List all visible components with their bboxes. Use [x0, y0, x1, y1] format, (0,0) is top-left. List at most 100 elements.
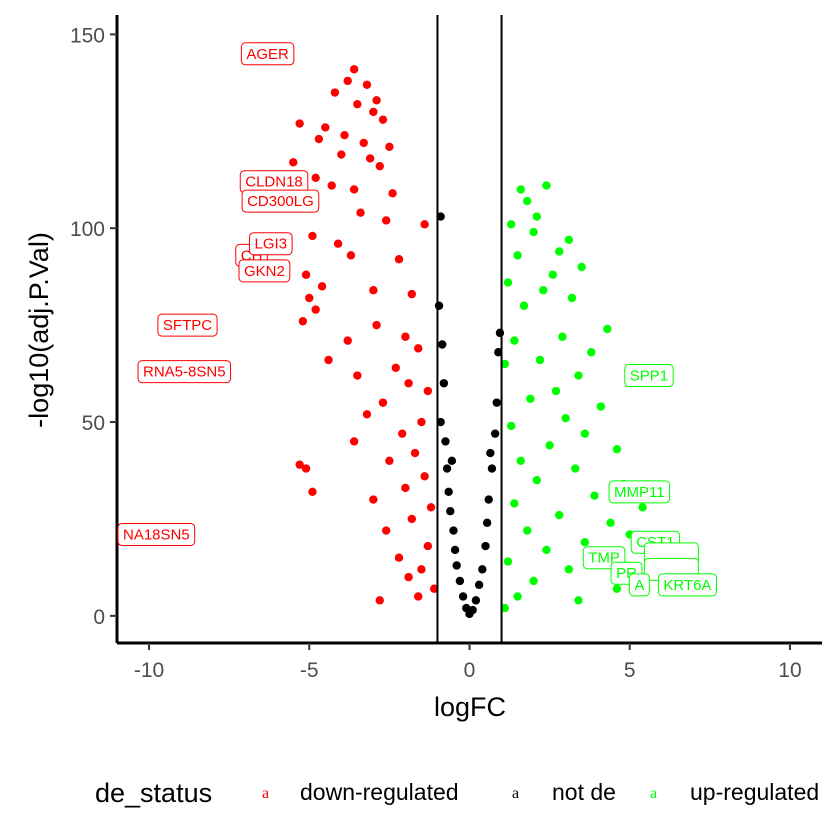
point-down-regulated — [356, 208, 365, 217]
point-down-regulated — [308, 487, 317, 497]
gene-label-text: MMP11 — [614, 484, 665, 501]
point-down-regulated — [378, 398, 388, 407]
point-not-de — [492, 398, 501, 407]
point-up-regulated — [516, 456, 525, 466]
point-down-regulated — [353, 99, 362, 109]
point-up-regulated — [558, 332, 567, 341]
point-down-regulated — [289, 158, 298, 167]
point-down-regulated — [321, 123, 330, 132]
point-up-regulated — [577, 262, 586, 272]
point-not-de — [441, 437, 450, 446]
point-down-regulated — [407, 289, 417, 299]
point-down-regulated — [398, 429, 407, 438]
point-up-regulated — [551, 386, 561, 396]
legend-label: up-regulated — [690, 779, 819, 805]
point-up-regulated — [587, 348, 596, 357]
point-down-regulated — [423, 386, 433, 396]
gene-label-text: CLDN18 — [245, 174, 303, 191]
point-not-de — [474, 580, 484, 590]
legend: de_status a down-regulated a not de a up-regu… — [95, 778, 819, 808]
point-up-regulated — [532, 212, 541, 221]
point-up-regulated — [510, 336, 519, 345]
gene-label: SPP1 — [624, 364, 674, 388]
point-down-regulated — [353, 371, 362, 380]
point-down-regulated — [298, 317, 308, 326]
gene-label: LGI3 — [249, 232, 293, 256]
threshold-lines — [436, 15, 503, 643]
point-down-regulated — [308, 231, 317, 241]
gene-label: KRT6A — [657, 573, 717, 597]
x-axis-title: logFC — [434, 692, 506, 722]
point-down-regulated — [381, 216, 391, 225]
legend-key: a — [262, 785, 269, 802]
point-down-regulated — [417, 417, 426, 427]
point-up-regulated — [506, 421, 516, 431]
point-down-regulated — [381, 526, 391, 535]
point-not-de — [484, 495, 493, 504]
point-up-regulated — [580, 429, 590, 438]
gene-label-text: AGER — [246, 46, 289, 63]
point-down-regulated — [420, 220, 429, 229]
point-up-regulated — [510, 499, 519, 508]
point-up-regulated — [513, 251, 522, 260]
point-up-regulated — [522, 196, 532, 206]
point-up-regulated — [612, 584, 622, 593]
legend-label: not de — [552, 779, 616, 805]
point-down-regulated — [369, 495, 378, 504]
gene-label: MMP11 — [608, 480, 671, 504]
point-not-de — [471, 596, 481, 605]
legend-title: de_status — [95, 778, 212, 808]
gene-label-box — [137, 360, 232, 384]
point-down-regulated — [365, 154, 375, 163]
gene-label-text: NA18SN5 — [123, 526, 190, 543]
y-axis-title: -log10(adj.P.Val) — [24, 232, 54, 428]
axes — [115, 15, 822, 645]
point-not-de — [436, 212, 445, 221]
point-up-regulated — [590, 491, 599, 500]
point-up-regulated — [567, 293, 577, 303]
gene-label-text: RNA5-8SN5 — [143, 364, 226, 381]
point-down-regulated — [295, 460, 304, 469]
point-not-de — [495, 328, 505, 338]
point-up-regulated — [564, 235, 574, 245]
point-not-de — [486, 448, 495, 458]
point-down-regulated — [295, 119, 304, 128]
point-down-regulated — [324, 355, 333, 365]
x-tick-label: 10 — [778, 659, 801, 682]
point-down-regulated — [337, 150, 346, 159]
point-not-de — [482, 518, 492, 528]
point-not-de — [444, 487, 453, 497]
point-down-regulated — [330, 88, 340, 97]
point-up-regulated — [548, 270, 558, 279]
point-not-de — [455, 576, 465, 586]
point-down-regulated — [333, 239, 343, 248]
point-up-regulated — [516, 185, 525, 194]
gene-label-box — [628, 573, 650, 597]
point-down-regulated — [317, 282, 327, 291]
point-not-de — [438, 340, 447, 349]
point-up-regulated — [529, 576, 538, 586]
y-tick-label: 150 — [70, 24, 105, 47]
point-down-regulated — [394, 255, 404, 264]
gene-label: NA18SN5 — [117, 522, 196, 546]
gene-label: CLDN18 — [239, 170, 309, 194]
point-up-regulated — [503, 557, 513, 566]
legend-key: a — [512, 785, 519, 802]
point-not-de — [481, 541, 490, 551]
point-down-regulated — [375, 596, 384, 605]
point-not-de — [439, 379, 449, 388]
point-down-regulated — [404, 379, 413, 388]
point-down-regulated — [401, 483, 410, 493]
point-down-regulated — [349, 65, 359, 74]
gene-label-box — [238, 259, 291, 283]
legend-label: down-regulated — [300, 779, 459, 805]
gene-label-text: TMP — [588, 550, 620, 567]
point-down-regulated — [385, 456, 394, 466]
point-down-regulated — [407, 514, 417, 524]
point-up-regulated — [603, 324, 612, 334]
gene-labels: AGERCLDN18CD300LGCHLGI3GKN2SFTPCRNA5-8SN… — [117, 42, 717, 597]
point-down-regulated — [311, 305, 320, 314]
point-down-regulated — [375, 161, 384, 171]
